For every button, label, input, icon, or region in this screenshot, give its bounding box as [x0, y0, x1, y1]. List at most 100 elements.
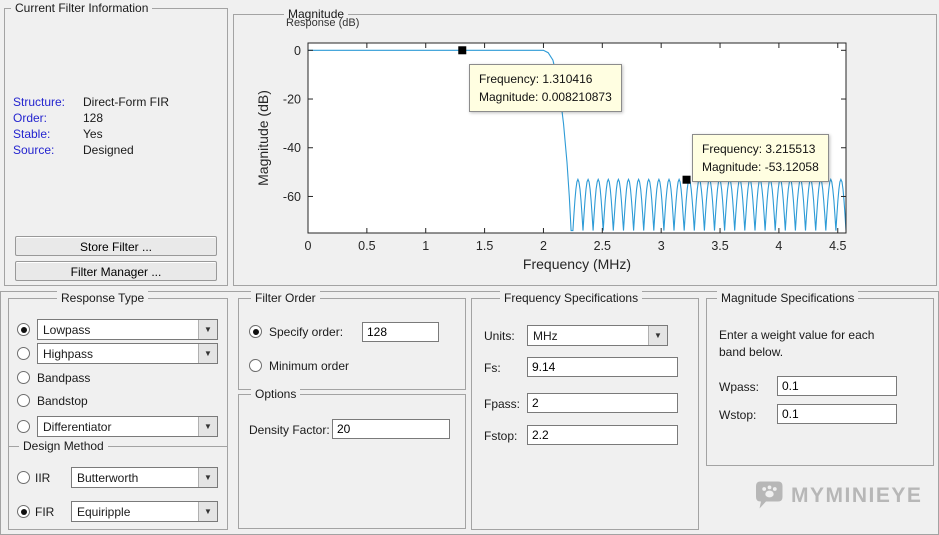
- options-group: Options Density Factor:: [238, 387, 466, 529]
- units-dropdown[interactable]: MHz ▼: [527, 325, 668, 346]
- lowpass-dropdown-value: Lowpass: [43, 323, 91, 337]
- watermark-text: MYMINIEYE: [791, 484, 923, 507]
- radio-bandstop[interactable]: [17, 394, 30, 407]
- x-tick-label: 1.5: [476, 239, 493, 253]
- response-type-title: Response Type: [57, 291, 149, 305]
- wpass-input[interactable]: [777, 376, 897, 396]
- source-value: Designed: [83, 143, 134, 157]
- bandpass-label: Bandpass: [37, 371, 91, 385]
- frequency-specs-group: Frequency Specifications Units: MHz ▼ Fs…: [471, 291, 699, 530]
- current-filter-info-panel: Current Filter Information Structure: Di…: [4, 1, 228, 286]
- chevron-down-icon[interactable]: ▼: [198, 344, 217, 363]
- y-tick-label: -40: [283, 141, 301, 155]
- data-tip-marker[interactable]: [682, 175, 691, 184]
- design-filter-panel: Response Type Lowpass ▼ Highpass ▼ Bandp…: [0, 291, 939, 535]
- x-tick-label: 2: [540, 239, 547, 253]
- differentiator-dropdown[interactable]: Differentiator ▼: [37, 416, 218, 437]
- radio-bandpass[interactable]: [17, 371, 30, 384]
- structure-value: Direct-Form FIR: [83, 95, 169, 109]
- paw-bubble-logo-icon: [756, 481, 783, 509]
- radio-lowpass[interactable]: [17, 323, 30, 336]
- fir-label: FIR: [35, 505, 55, 519]
- store-filter-button[interactable]: Store Filter ...: [15, 236, 217, 256]
- x-tick-label: 0: [305, 239, 312, 253]
- data-tip-1-frequency: Frequency: 1.310416: [479, 72, 593, 86]
- x-tick-label: 3.5: [711, 239, 728, 253]
- magnitude-response-curve[interactable]: [308, 49, 847, 232]
- x-axis-label: Frequency (MHz): [523, 256, 631, 272]
- structure-label: Structure:: [13, 95, 66, 109]
- fpass-label: Fpass:: [484, 397, 521, 411]
- y-tick-label: -20: [283, 93, 301, 107]
- fir-method-value: Equiripple: [77, 505, 131, 519]
- magnitude-specs-title: Magnitude Specifications: [717, 291, 859, 305]
- wstop-label: Wstop:: [719, 408, 757, 422]
- weight-note: Enter a weight value for each band below…: [719, 328, 875, 359]
- data-tip-1-magnitude: Magnitude: 0.008210873: [479, 90, 612, 104]
- specify-order-input[interactable]: [362, 322, 439, 342]
- x-tick-label: 1: [422, 239, 429, 253]
- chevron-down-icon[interactable]: ▼: [648, 326, 667, 345]
- panel-title: Current Filter Information: [11, 1, 153, 15]
- response-type-group: Response Type Lowpass ▼ Highpass ▼ Bandp…: [8, 291, 228, 448]
- order-label: Order:: [13, 111, 48, 125]
- chevron-down-icon[interactable]: ▼: [198, 502, 217, 521]
- highpass-dropdown[interactable]: Highpass ▼: [37, 343, 218, 364]
- options-title: Options: [251, 387, 301, 401]
- filter-order-title: Filter Order: [251, 291, 320, 305]
- fpass-input[interactable]: [527, 393, 678, 413]
- differentiator-dropdown-value: Differentiator: [43, 420, 112, 434]
- fs-input[interactable]: [527, 357, 678, 377]
- lowpass-dropdown[interactable]: Lowpass ▼: [37, 319, 218, 340]
- radio-iir[interactable]: [17, 471, 30, 484]
- chevron-down-icon[interactable]: ▼: [198, 468, 217, 487]
- radio-specify-order[interactable]: [249, 325, 262, 338]
- radio-fir[interactable]: [17, 505, 30, 518]
- filter-manager-button[interactable]: Filter Manager ...: [15, 261, 217, 281]
- chart-panel-subtitle: Response (dB): [286, 17, 360, 29]
- density-factor-label: Density Factor:: [249, 423, 330, 437]
- minimum-order-label: Minimum order: [269, 359, 350, 373]
- order-value: 128: [83, 111, 104, 125]
- chart-panel-title: Magnitude: [284, 7, 349, 21]
- x-tick-label: 2.5: [594, 239, 611, 253]
- density-factor-input[interactable]: [332, 419, 450, 439]
- iir-method-dropdown[interactable]: Butterworth ▼: [71, 467, 218, 488]
- wpass-label: Wpass:: [719, 380, 760, 394]
- frequency-specs-title: Frequency Specifications: [500, 291, 643, 305]
- filter-order-group: Filter Order Specify order: Minimum orde…: [238, 291, 466, 390]
- magnitude-response-panel: Magnitude Response (dB) 0 0.5 1 1.5 2 2.5 3 3.5…: [233, 7, 937, 286]
- radio-highpass[interactable]: [17, 347, 30, 360]
- y-axis-label: Magnitude (dB): [255, 90, 271, 186]
- data-tip-2[interactable]: Frequency: 3.215513 Magnitude: -53.12058: [692, 134, 829, 182]
- data-tip-marker[interactable]: [458, 46, 467, 55]
- axes-box: [307, 42, 847, 234]
- bandstop-label: Bandstop: [37, 394, 88, 408]
- fir-method-dropdown[interactable]: Equiripple ▼: [71, 501, 218, 522]
- y-tick-label: 0: [294, 44, 301, 58]
- chevron-down-icon[interactable]: ▼: [198, 417, 217, 436]
- chevron-down-icon[interactable]: ▼: [198, 320, 217, 339]
- x-tick-label: 0.5: [358, 239, 375, 253]
- fstop-label: Fstop:: [484, 429, 518, 443]
- data-tip-2-magnitude: Magnitude: -53.12058: [702, 160, 819, 174]
- source-label: Source:: [13, 143, 55, 157]
- x-tick-label: 4.5: [829, 239, 846, 253]
- design-method-group: Design Method IIR Butterworth ▼ FIR Equi…: [8, 439, 228, 530]
- stable-value: Yes: [83, 127, 103, 141]
- specify-order-label: Specify order:: [269, 325, 344, 339]
- radio-differentiator[interactable]: [17, 420, 30, 433]
- magnitude-specs-group: Magnitude Specifications Enter a weight …: [706, 291, 934, 466]
- fstop-input[interactable]: [527, 425, 678, 445]
- data-tip-1[interactable]: Frequency: 1.310416 Magnitude: 0.0082108…: [469, 64, 622, 112]
- iir-method-value: Butterworth: [77, 471, 139, 485]
- iir-label: IIR: [35, 471, 51, 485]
- y-tick-label: -60: [283, 190, 301, 204]
- stable-label: Stable:: [13, 127, 51, 141]
- radio-minimum-order[interactable]: [249, 359, 262, 372]
- magnitude-response-chart[interactable]: 0 0.5 1 1.5 2 2.5 3 3.5 4 4.5 0 -20 -40 -60 Frequency …: [234, 15, 936, 283]
- units-label: Units:: [484, 329, 515, 343]
- design-method-title: Design Method: [19, 439, 108, 453]
- fs-label: Fs:: [484, 361, 501, 375]
- wstop-input[interactable]: [777, 404, 897, 424]
